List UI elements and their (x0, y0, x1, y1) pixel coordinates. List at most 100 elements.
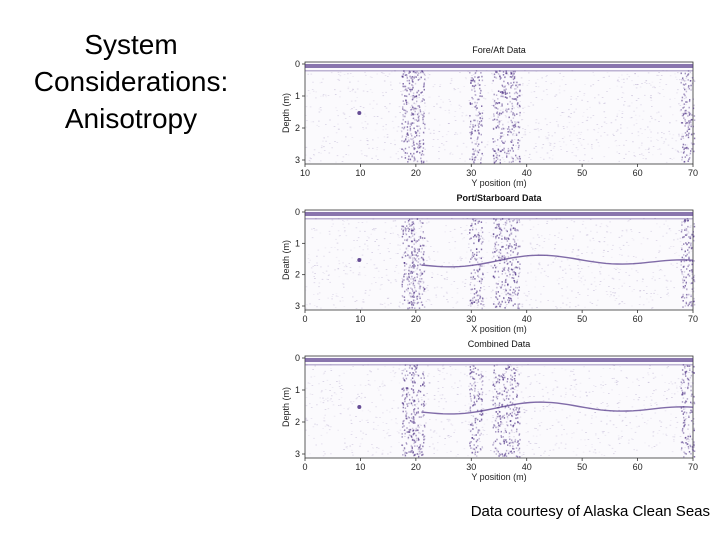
band-speckle (476, 290, 478, 292)
band-speckle (497, 116, 499, 118)
band-speckle (683, 254, 685, 256)
speckle (635, 84, 637, 85)
speckle (352, 88, 354, 90)
speckle (679, 386, 681, 388)
speckle (309, 383, 311, 384)
speckle (555, 306, 557, 307)
band-speckle (469, 407, 471, 410)
speckle (575, 297, 577, 298)
band-speckle (474, 149, 477, 152)
band-speckle (510, 131, 512, 134)
speckle (521, 365, 523, 367)
speckle (549, 410, 552, 412)
speckle (339, 96, 341, 98)
band-speckle (514, 303, 516, 305)
band-speckle (688, 246, 691, 249)
speckle (618, 145, 621, 146)
band-speckle (508, 126, 510, 128)
speckle (607, 432, 610, 434)
speckle (446, 292, 448, 294)
speckle (559, 218, 561, 220)
band-speckle (472, 124, 474, 126)
band-speckle (513, 279, 515, 282)
band-speckle (407, 120, 409, 123)
band-speckle (476, 251, 478, 254)
speckle (482, 408, 485, 410)
band-speckle (409, 302, 411, 305)
speckle (492, 392, 494, 394)
speckle (369, 384, 371, 386)
speckle (687, 441, 690, 442)
speckle (493, 248, 495, 250)
speckle (393, 139, 396, 141)
band-speckle (474, 367, 477, 369)
speckle (444, 110, 447, 111)
speckle (416, 403, 418, 405)
y-tick-label: 2 (295, 123, 300, 133)
speckle (681, 278, 684, 280)
band-speckle (481, 375, 483, 377)
speckle (621, 111, 624, 112)
band-speckle (511, 157, 514, 159)
speckle (336, 242, 339, 244)
band-speckle (470, 301, 473, 304)
speckle (497, 448, 499, 450)
speckle (621, 117, 623, 118)
point-target (357, 258, 362, 262)
band-speckle (469, 71, 471, 74)
band-speckle (681, 272, 683, 275)
band-speckle (477, 451, 479, 453)
speckle (527, 125, 529, 127)
band-speckle (517, 444, 519, 447)
speckle (657, 140, 659, 141)
band-speckle (685, 281, 687, 284)
speckle (592, 237, 594, 239)
band-speckle (681, 78, 683, 81)
speckle (613, 365, 616, 366)
speckle (407, 250, 409, 252)
band-speckle (685, 122, 687, 125)
band-speckle (412, 372, 414, 374)
speckle (390, 419, 393, 421)
speckle (665, 161, 668, 163)
speckle (546, 124, 548, 126)
speckle (628, 151, 630, 152)
speckle (508, 295, 511, 296)
speckle (398, 382, 401, 384)
band-speckle (402, 225, 405, 228)
band-speckle (506, 238, 508, 241)
band-speckle (516, 382, 519, 385)
band-speckle (510, 388, 512, 390)
speckle (324, 94, 327, 96)
band-speckle (403, 419, 405, 422)
speckle (352, 401, 355, 403)
speckle (618, 443, 621, 444)
speckle (529, 242, 532, 244)
speckle (586, 101, 589, 103)
band-speckle (500, 435, 502, 437)
speckle (372, 454, 374, 456)
band-speckle (492, 384, 494, 386)
band-speckle (513, 424, 515, 427)
band-speckle (411, 436, 413, 439)
speckle (666, 70, 668, 72)
speckle (417, 130, 420, 132)
band-speckle (478, 234, 480, 237)
speckle (662, 70, 664, 71)
band-speckle (474, 278, 476, 280)
speckle (305, 387, 308, 389)
speckle (590, 117, 592, 119)
band-speckle (412, 78, 414, 81)
band-speckle (404, 429, 406, 431)
speckle (410, 236, 412, 238)
band-speckle (689, 80, 692, 82)
band-speckle (496, 255, 499, 257)
band-speckle (481, 391, 484, 394)
band-speckle (495, 107, 498, 109)
band-speckle (420, 92, 422, 94)
band-speckle (499, 249, 502, 251)
speckle (669, 133, 671, 135)
band-speckle (510, 73, 512, 75)
speckle (636, 426, 638, 428)
speckle (609, 420, 612, 422)
